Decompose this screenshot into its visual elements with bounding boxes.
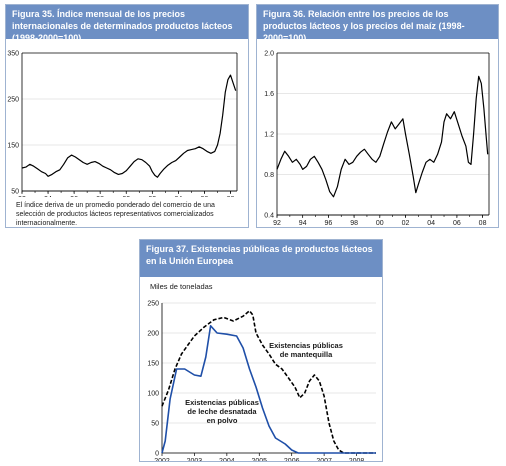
series-line-2 <box>161 325 376 454</box>
figure-35-title: Figura 35. Índice mensual de los precios… <box>6 5 248 43</box>
x-tick-label: 02 <box>148 196 156 197</box>
figure-35-note: El índice deriva de un promedio ponderad… <box>16 202 215 227</box>
y-tick-label: 1.6 <box>264 91 274 98</box>
series-label-mantequilla: de mantequilla <box>280 350 333 359</box>
y-tick-label: 2.0 <box>264 51 274 58</box>
x-tick-label: 98 <box>350 220 358 227</box>
figure-37-panel: Figura 37. Existencias públicas de produ… <box>139 239 383 462</box>
series-label-mantequilla: Existencias públicas <box>269 341 343 350</box>
x-tick-label: 2003 <box>187 458 203 461</box>
y-tick-label: 150 <box>7 143 19 150</box>
y-tick-label: 0 <box>155 451 159 458</box>
x-tick-label: 2007 <box>316 458 332 461</box>
x-tick-label: 96 <box>324 220 332 227</box>
x-tick-label: 92 <box>18 196 26 197</box>
series-label-leche-desnatada: en polvo <box>207 416 238 425</box>
figure-35-panel: Figura 35. Índice mensual de los precios… <box>5 4 249 228</box>
series-line-1 <box>21 74 237 178</box>
series-label-leche-desnatada: Existencias públicas <box>185 398 259 407</box>
x-tick-label: 06 <box>201 196 209 197</box>
series-line-1 <box>276 75 489 198</box>
x-tick-label: 04 <box>427 220 435 227</box>
y-tick-label: 200 <box>147 331 159 338</box>
series-label-leche-desnatada: de leche desnatada <box>187 407 257 416</box>
x-tick-label: 00 <box>122 196 130 197</box>
x-tick-label: 02 <box>402 220 410 227</box>
x-tick-label: 08 <box>479 220 487 227</box>
figure-37-title: Figura 37. Existencias públicas de produ… <box>140 240 382 277</box>
y-tick-label: 50 <box>11 189 19 196</box>
y-tick-label: 350 <box>7 51 19 58</box>
x-tick-label: 92 <box>273 220 281 227</box>
x-tick-label: 04 <box>174 196 182 197</box>
y-tick-label: 1.2 <box>264 132 274 139</box>
y-tick-label: 250 <box>147 301 159 308</box>
x-tick-label: 94 <box>44 196 52 197</box>
x-tick-label: 00 <box>376 220 384 227</box>
x-tick-label: 96 <box>70 196 78 197</box>
x-tick-label: 08 <box>227 196 235 197</box>
x-tick-label: 2008 <box>349 458 365 461</box>
figure-36-panel: Figura 36. Relación entre los precios de… <box>256 4 499 228</box>
y-tick-label: 50 <box>151 421 159 428</box>
figure-36-chart: 0.4 0.8 1.2 1.6 2.0 92 94 96 98 00 02 04 06 08 <box>264 51 490 227</box>
x-tick-label: 2005 <box>251 458 267 461</box>
figure-36-title: Figura 36. Relación entre los precios de… <box>257 5 498 43</box>
x-tick-label: 94 <box>299 220 307 227</box>
y-tick-label: 0.4 <box>264 213 274 220</box>
series-line-1 <box>161 310 376 454</box>
y-axis-unit-label: Miles de toneladas <box>150 282 213 291</box>
figure-35-chart: 50 150 250 350 92 94 96 98 00 02 04 06 08 <box>7 51 238 197</box>
x-tick-label: 98 <box>96 196 104 197</box>
x-tick-label: 2004 <box>219 458 235 461</box>
x-tick-label: 06 <box>453 220 461 227</box>
y-tick-label: 0.8 <box>264 172 274 179</box>
y-tick-label: 150 <box>147 361 159 368</box>
x-tick-label: 2006 <box>284 458 300 461</box>
y-tick-label: 250 <box>7 97 19 104</box>
y-tick-label: 100 <box>147 391 159 398</box>
